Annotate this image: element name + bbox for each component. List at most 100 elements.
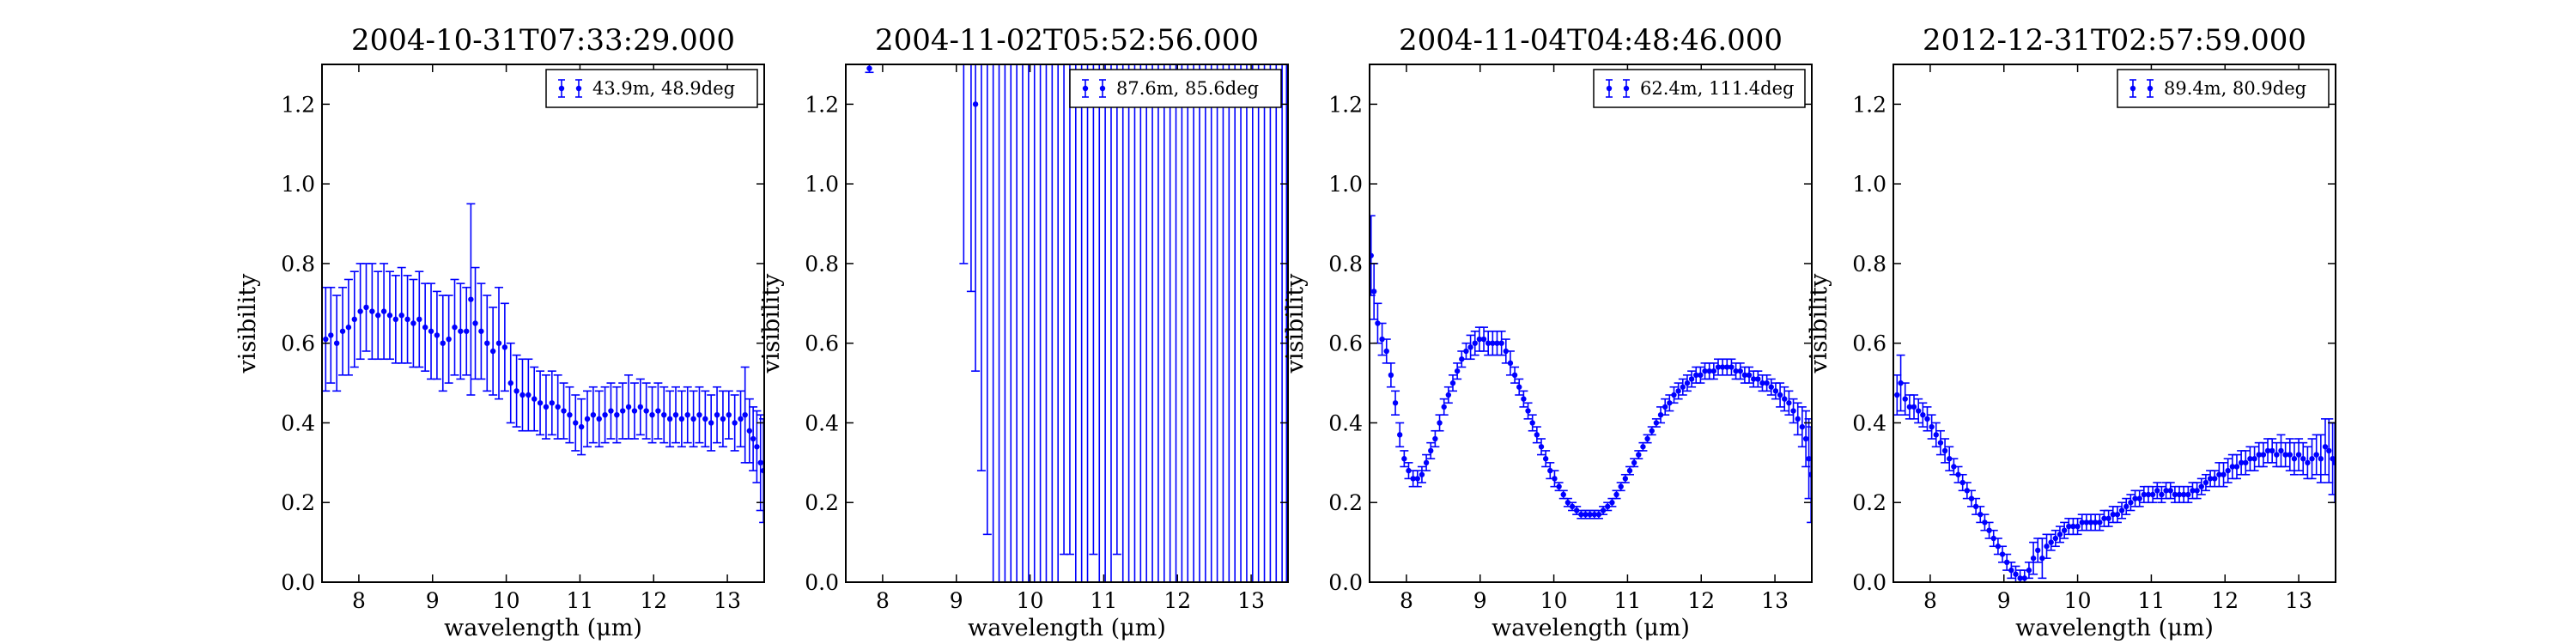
data-point [602, 411, 608, 418]
y-tick-label: 1.2 [281, 92, 315, 117]
x-tick-label: 11 [1091, 588, 1118, 613]
data-point [1613, 491, 1619, 498]
data-point [2305, 459, 2311, 466]
data-point [1498, 340, 1504, 346]
data-point [1795, 416, 1801, 422]
data-point [1392, 400, 1399, 406]
data-point [702, 416, 708, 422]
data-point [1542, 456, 1549, 462]
data-point [655, 408, 661, 414]
data-point [1547, 467, 1553, 474]
axes-frame [321, 64, 765, 583]
data-point [1432, 435, 1438, 442]
data-point [2238, 459, 2245, 466]
y-tick-label: 0.6 [805, 331, 839, 356]
data-point [596, 416, 602, 422]
data-point [1383, 348, 1389, 355]
data-point [620, 408, 626, 414]
data-point [1609, 500, 1615, 506]
chart-panel-4: 2012-12-31T02:57:59.000 8 9 10 11 12 13 0.0 0.2 0… [1806, 23, 2336, 641]
data-point [1640, 444, 1646, 450]
data-point [690, 416, 696, 422]
data-point [1406, 467, 1412, 474]
data-point [323, 336, 329, 343]
data-point [1560, 491, 1566, 498]
data-point [1414, 476, 1420, 482]
data-point [507, 380, 513, 386]
data-point [519, 392, 526, 398]
data-point [684, 411, 690, 418]
data-point [2070, 523, 2076, 530]
y-axis-label: visibility [1282, 273, 1309, 374]
data-point [1459, 356, 1465, 362]
data-point [2207, 476, 2214, 482]
data-point [1529, 420, 1535, 426]
data-point [440, 340, 446, 346]
data-point [1737, 368, 1743, 374]
x-tick-label: 12 [2211, 588, 2239, 613]
data-point [501, 344, 508, 350]
data-point [1370, 252, 1374, 258]
data-point [1375, 320, 1381, 326]
data-point [2149, 491, 2156, 498]
data-point [1569, 503, 1576, 510]
y-tick-label: 0.2 [1328, 490, 1363, 515]
data-point [1710, 368, 1717, 374]
data-point [714, 411, 720, 418]
data-point [1622, 476, 1629, 482]
data-point [2003, 559, 2010, 566]
data-series [322, 203, 764, 524]
x-tick-label: 11 [567, 588, 594, 613]
data-point [1578, 511, 1584, 518]
axes-frame [1369, 64, 1813, 583]
data-point [472, 320, 478, 326]
data-point [1437, 420, 1443, 426]
data-point [1388, 372, 1394, 378]
data-point [1750, 376, 1757, 382]
data-point [1667, 400, 1673, 406]
data-point [555, 404, 561, 410]
data-point [2318, 456, 2324, 462]
data-point [2044, 544, 2050, 550]
data-point [1626, 467, 1633, 474]
data-point [2212, 476, 2218, 482]
data-point [2202, 479, 2209, 486]
data-point [1379, 336, 1385, 343]
y-tick-label: 1.0 [281, 172, 315, 197]
data-point [760, 467, 764, 474]
y-axis-label: visibility [758, 273, 785, 374]
data-point [584, 416, 591, 422]
data-point [2198, 483, 2204, 489]
axes-frame [845, 64, 1289, 583]
x-axis-label: wavelength (μm) [1492, 615, 1690, 641]
data-point [2159, 491, 2165, 498]
y-tick-label: 1.2 [805, 92, 839, 117]
data-point [1759, 380, 1765, 386]
x-tick-label: 12 [1163, 588, 1191, 613]
chart-title: 2004-11-02T05:52:56.000 [875, 23, 1259, 58]
x-tick-label: 10 [1017, 588, 1044, 613]
legend-marker-point [1606, 85, 1613, 92]
data-point [567, 411, 573, 418]
x-tick-label: 9 [1473, 588, 1487, 613]
x-tick-label: 11 [1614, 588, 1642, 613]
data-point [1772, 388, 1779, 394]
data-point [2180, 491, 2187, 498]
y-tick-label: 0.2 [281, 490, 315, 515]
data-point [1511, 372, 1518, 378]
data-point [1693, 372, 1699, 378]
x-tick-label: 10 [2064, 588, 2092, 613]
data-point [1937, 440, 1944, 446]
data-point [720, 416, 726, 422]
data-point [1564, 500, 1571, 506]
y-tick-label: 1.2 [1328, 92, 1363, 117]
data-point [2163, 488, 2169, 494]
data-point [2251, 456, 2257, 462]
legend-label: 89.4m, 80.9deg [2164, 78, 2306, 99]
data-point [1807, 471, 1812, 477]
data-point [1423, 459, 1430, 466]
data-point [573, 420, 579, 426]
data-point [1782, 396, 1788, 402]
data-point [392, 316, 399, 323]
x-tick-label: 13 [1761, 588, 1789, 613]
